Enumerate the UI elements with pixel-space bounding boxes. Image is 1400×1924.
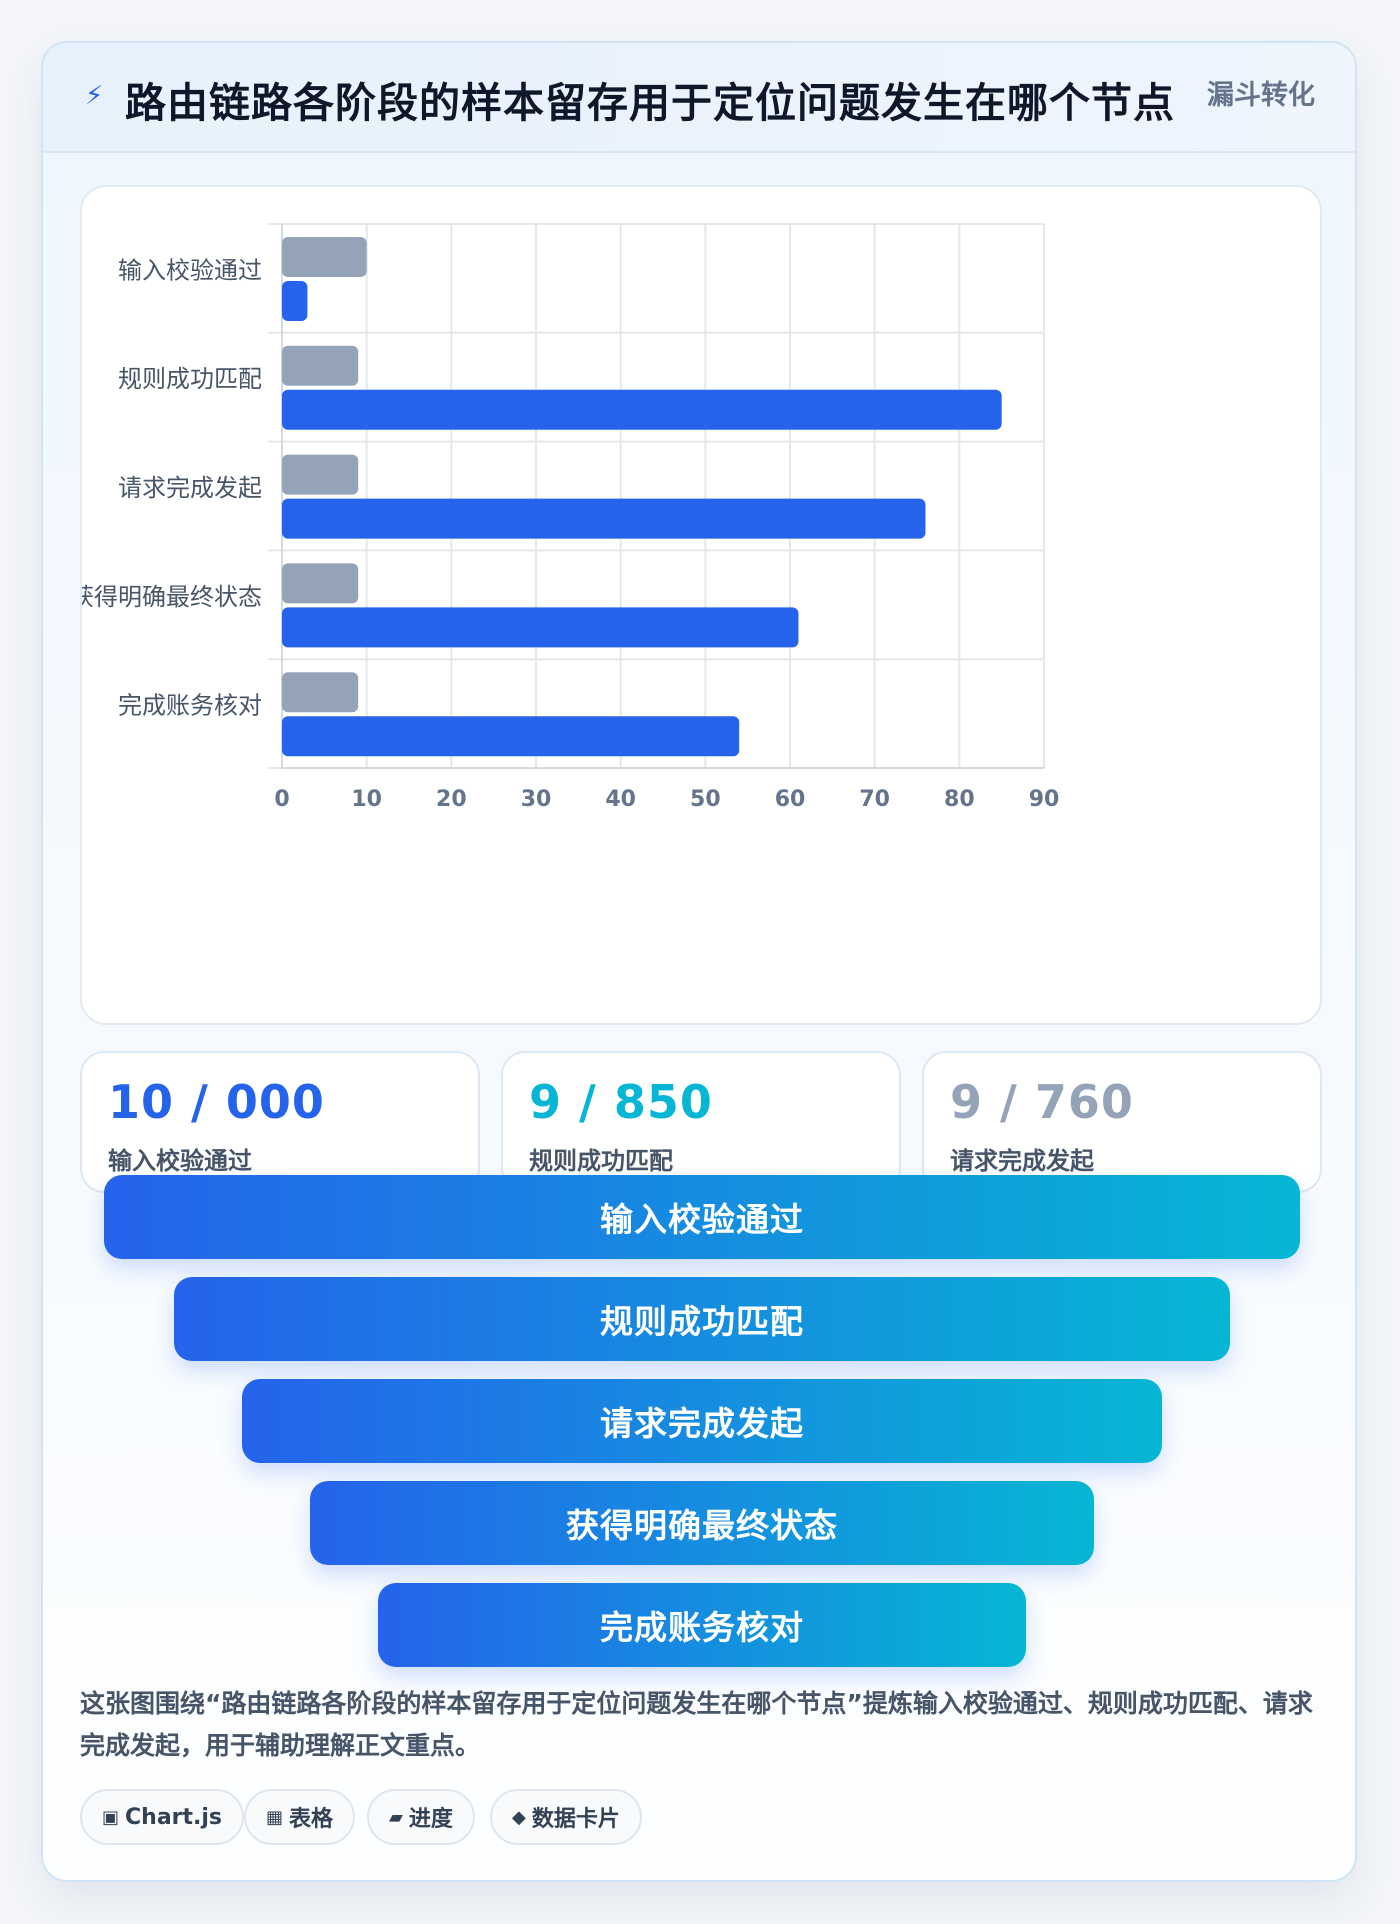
stat-cards: 10 / 000 输入校验通过 9 / 850 规则成功匹配 9 / 760 请… [80, 1051, 1322, 1193]
stat-card: 9 / 850 规则成功匹配 [501, 1051, 901, 1193]
category-label: 规则成功匹配 [118, 365, 262, 393]
bar [282, 563, 359, 604]
bar [282, 607, 799, 648]
page-title: 路由链路各阶段的样本留存用于定位问题发生在哪个节点 [125, 79, 1175, 127]
bar [282, 389, 1002, 430]
x-tick-label: 30 [521, 787, 552, 812]
category-label: 请求完成发起 [118, 474, 262, 502]
funnel-stage: 请求完成发起 [242, 1379, 1162, 1463]
funnel-stage: 输入校验通过 [104, 1175, 1300, 1259]
table-icon: ▦ [266, 1806, 284, 1828]
chart-card: ⚡ 路由链路各阶段的样本留存用于定位问题发生在哪个节点 漏斗转化 0 10 20 30… [41, 41, 1357, 1882]
x-tick-label: 50 [690, 787, 721, 812]
bar [282, 716, 740, 757]
stat-value: 10 / 000 [108, 1075, 325, 1129]
stat-value: 9 / 760 [950, 1075, 1134, 1129]
bar [282, 672, 359, 713]
bar-chart-svg: 0 10 20 30 40 50 60 70 80 90 输入校验通过规则成功匹配请求完成发起获得明… [82, 223, 1060, 812]
category-label: 完成账务核对 [118, 692, 262, 720]
chip-progress[interactable]: ▰ 进度 [367, 1789, 475, 1845]
card-header: ⚡ 路由链路各阶段的样本留存用于定位问题发生在哪个节点 漏斗转化 [43, 43, 1355, 153]
bar [282, 454, 359, 495]
x-tick-label: 70 [859, 787, 890, 812]
funnel-stage: 规则成功匹配 [174, 1277, 1230, 1361]
stat-label: 规则成功匹配 [529, 1147, 673, 1175]
stat-label: 输入校验通过 [108, 1147, 252, 1175]
category-label: 获得明确最终状态 [82, 583, 262, 611]
x-tick-label: 20 [436, 787, 467, 812]
chip-label: Chart.js [125, 1804, 223, 1830]
funnel-stage: 完成账务核对 [378, 1583, 1026, 1667]
chip-data-card[interactable]: ◆ 数据卡片 [490, 1789, 642, 1845]
x-tick-label: 10 [351, 787, 382, 812]
progress-icon: ▰ [389, 1806, 403, 1828]
chart-icon: ▣ [102, 1806, 120, 1828]
chart-description: 这张图围绕“路由链路各阶段的样本留存用于定位问题发生在哪个节点”提炼输入校验通过… [80, 1689, 1313, 1760]
stat-card: 9 / 760 请求完成发起 [922, 1051, 1322, 1193]
chip-label: 表格 [289, 1807, 334, 1832]
bar-chart: 0 10 20 30 40 50 60 70 80 90 输入校验通过 规则成功匹配 请求完成发起获得明… [80, 185, 1322, 1025]
diamond-icon: ◆ [512, 1806, 526, 1828]
x-tick-label: 80 [944, 787, 975, 812]
funnel-stage: 获得明确最终状态 [310, 1481, 1094, 1565]
chip-label: 数据卡片 [531, 1807, 620, 1832]
x-tick-label: 0 [274, 787, 289, 812]
bar [282, 281, 308, 321]
chip-label: 进度 [408, 1807, 453, 1832]
category-label: 输入校验通过 [118, 256, 262, 284]
x-tick-label: 90 [1029, 787, 1060, 812]
x-tick-label: 60 [775, 787, 806, 812]
x-tick-label: 40 [605, 787, 636, 812]
chip-chartjs[interactable]: ▣ Chart.js [80, 1789, 245, 1845]
bar [282, 498, 926, 539]
chart-type-tag: 漏斗转化 [1207, 80, 1315, 111]
stat-label: 请求完成发起 [950, 1147, 1094, 1175]
stat-card: 10 / 000 输入校验通过 [80, 1051, 480, 1193]
chip-table[interactable]: ▦ 表格 [244, 1789, 356, 1845]
bar [282, 345, 359, 386]
stat-value: 9 / 850 [529, 1075, 713, 1129]
bar [282, 237, 367, 277]
lightning-icon: ⚡ [85, 81, 104, 111]
